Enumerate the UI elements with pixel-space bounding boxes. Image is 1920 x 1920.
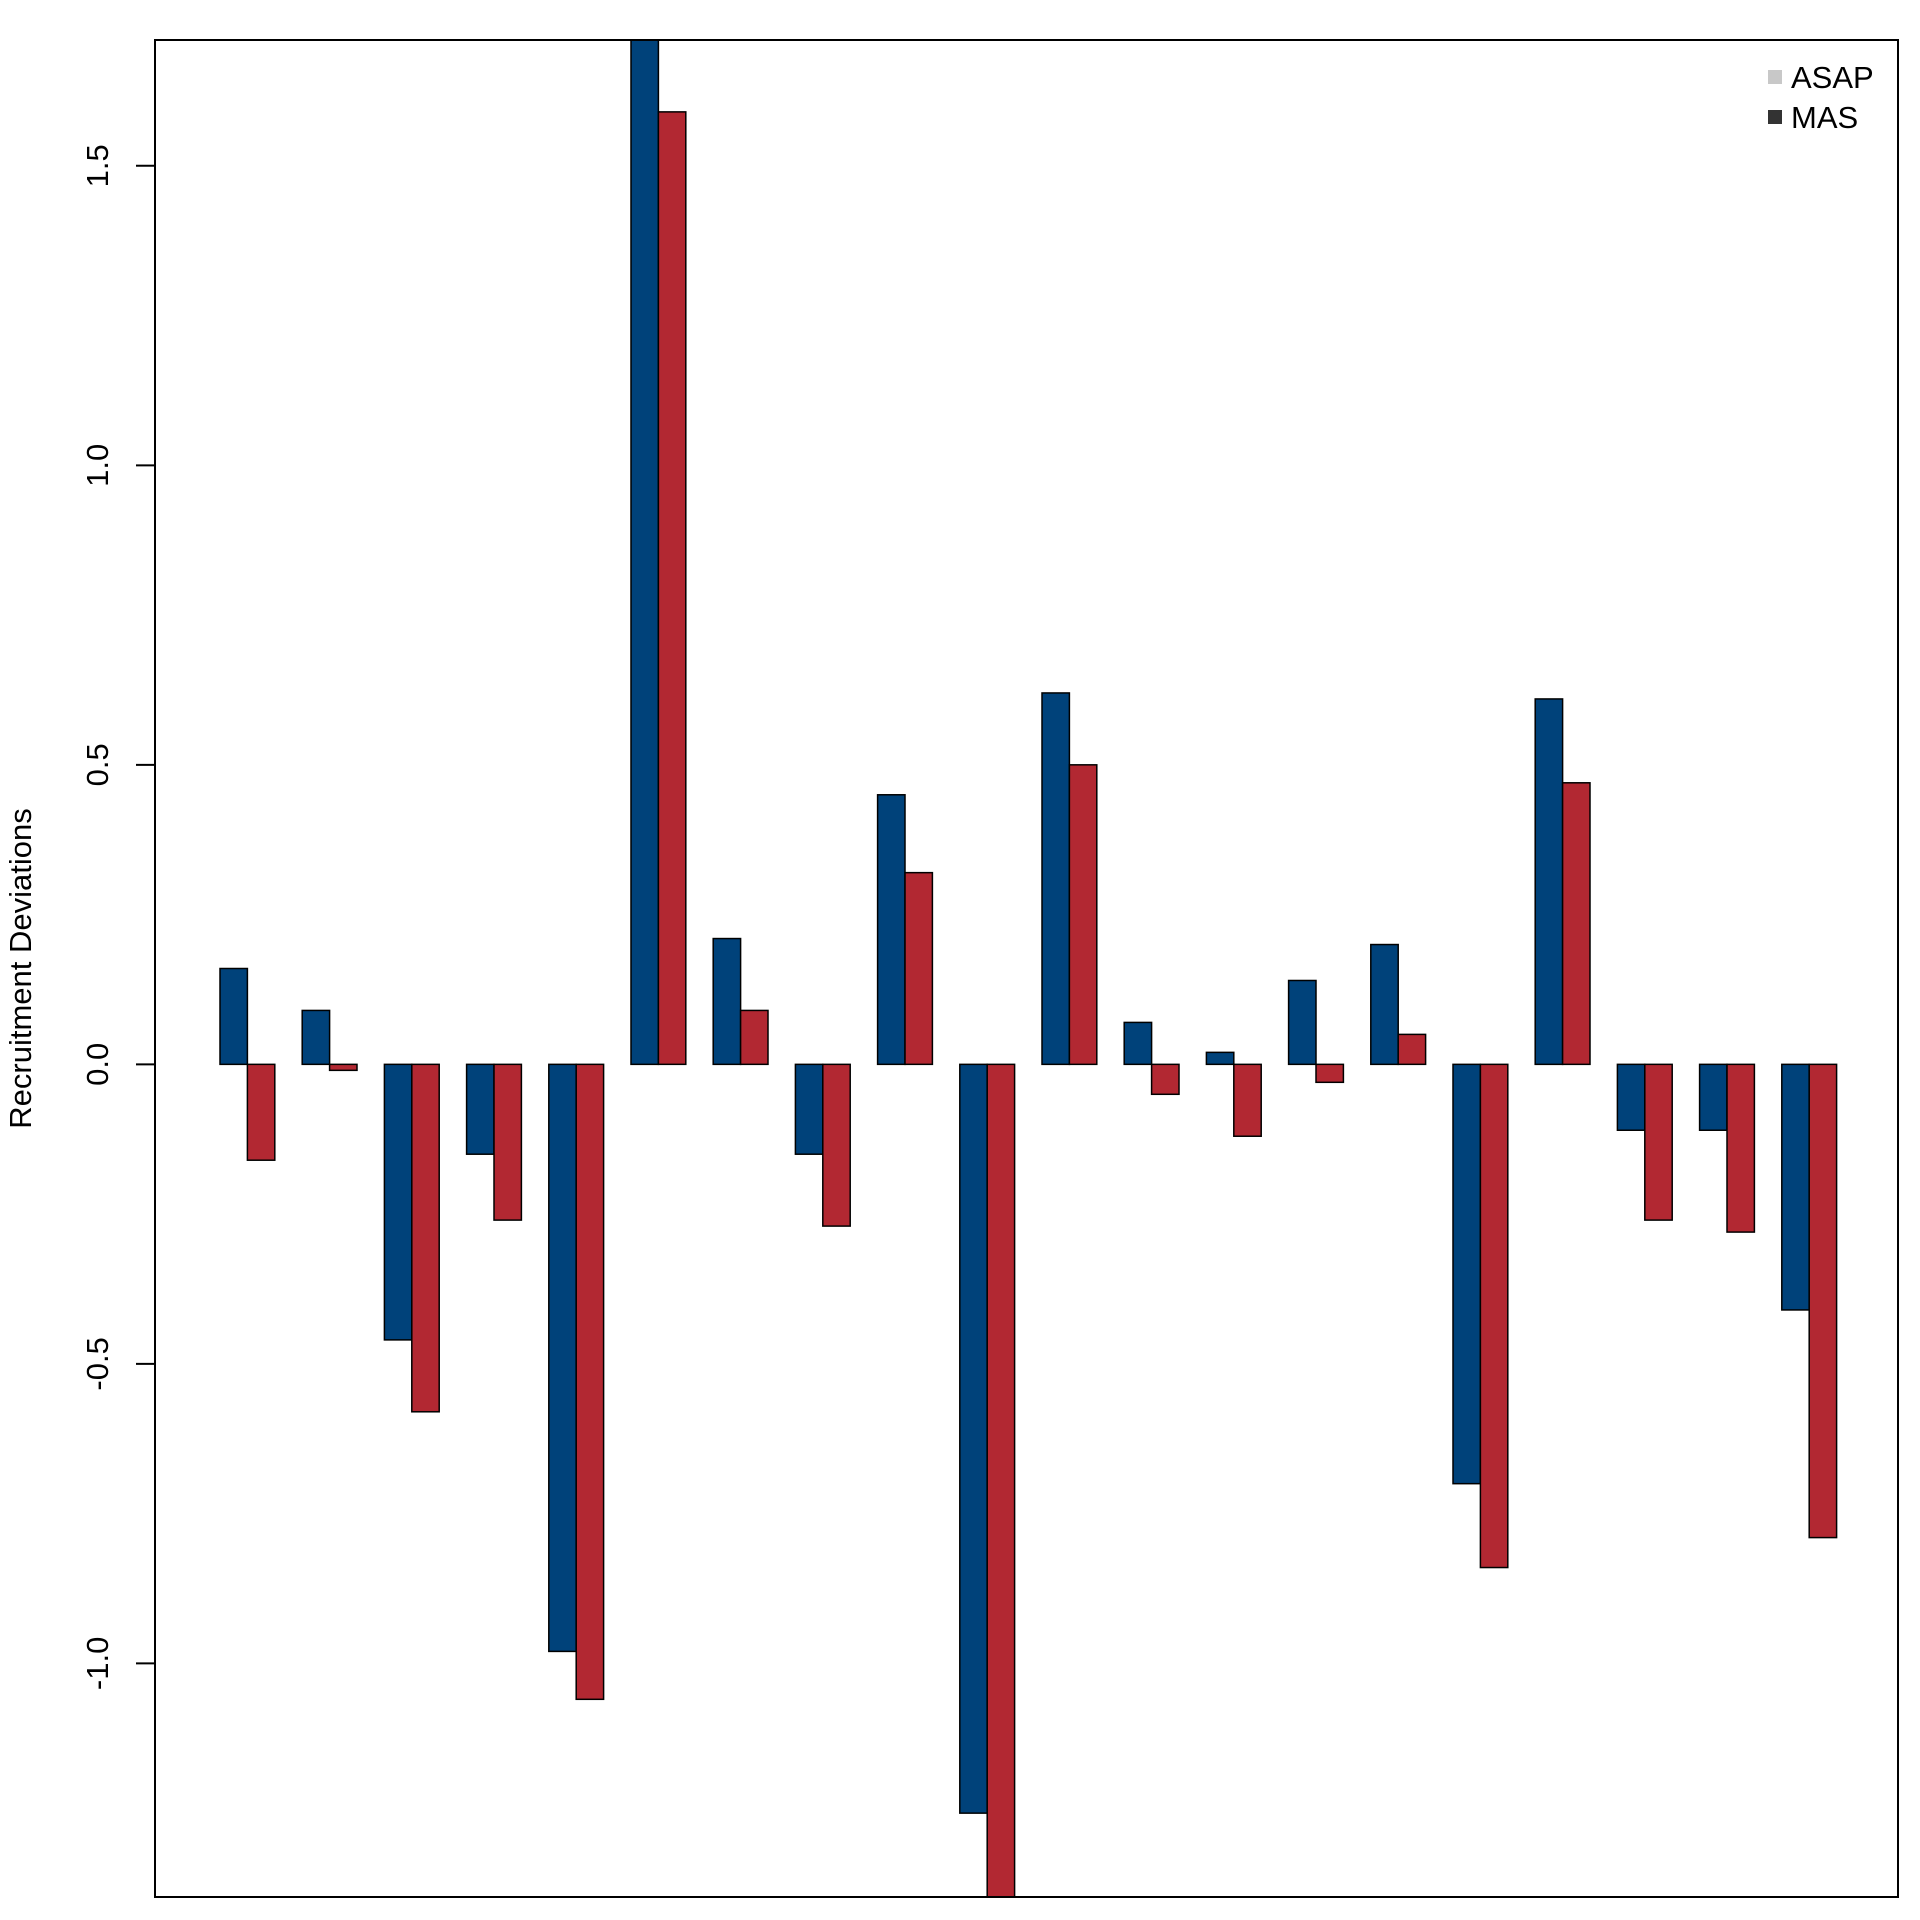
bar-series-2-group-6 (657, 111, 687, 1066)
bar-series-2-group-14 (1315, 1063, 1345, 1084)
bar-series-2-group-3 (411, 1063, 440, 1413)
bar-series-1-group-6 (630, 39, 660, 1066)
bar-series-2-group-12 (1150, 1063, 1180, 1096)
bar-series-1-group-2 (301, 1009, 331, 1066)
bar-series-1-group-10 (959, 1063, 988, 1814)
bar-series-2-group-13 (1233, 1063, 1262, 1137)
y-axis: -1.0 -0.5 0.0 0.5 1.0 1.5 (80, 144, 156, 1690)
bar-series-1-group-5 (548, 1063, 577, 1653)
bar-series-1-group-4 (465, 1063, 495, 1155)
bar-series-1-group-8 (794, 1063, 824, 1155)
bar-series-1-group-15 (1370, 943, 1399, 1066)
y-tick-label: -1.0 (80, 1637, 115, 1690)
bar-series-1-group-9 (876, 794, 906, 1066)
bar-series-2-group-10 (986, 1063, 1016, 1898)
bar-series-1-group-1 (219, 967, 249, 1066)
bar-series-2-group-7 (739, 1009, 769, 1066)
bar-series-1-group-19 (1698, 1063, 1728, 1131)
bar-series-1-group-3 (383, 1063, 413, 1341)
bar-series-1-group-12 (1123, 1021, 1153, 1066)
bar-series-2-group-1 (246, 1063, 276, 1161)
bar-series-2-group-16 (1479, 1063, 1509, 1569)
y-axis-label: Recruitment Deviations (3, 808, 38, 1128)
bar-series-2-group-11 (1068, 764, 1098, 1066)
bar-series-2-group-2 (328, 1063, 358, 1072)
y-tick-label: 1.5 (80, 144, 115, 187)
legend: ASAP MAS (1768, 60, 1874, 135)
bar-series-1-group-11 (1041, 692, 1071, 1066)
bar-series-2-group-15 (1397, 1033, 1427, 1066)
bar-series-2-group-8 (822, 1063, 851, 1227)
bar-series-2-group-5 (575, 1063, 605, 1701)
bar-series-2-group-20 (1808, 1063, 1838, 1539)
bar-series-1-group-14 (1287, 979, 1317, 1066)
bar-series-1-group-16 (1452, 1063, 1482, 1485)
y-tick-label: 1.0 (80, 444, 115, 487)
bars-layer (219, 39, 1838, 1898)
legend-swatch-1 (1768, 70, 1782, 84)
bar-series-2-group-9 (904, 871, 934, 1066)
y-tick-label: -0.5 (80, 1337, 115, 1390)
y-tick-label: 0.5 (80, 743, 115, 786)
bar-series-2-group-19 (1726, 1063, 1756, 1233)
bar-series-1-group-13 (1205, 1051, 1235, 1066)
legend-swatch-2 (1768, 110, 1782, 124)
bar-series-2-group-4 (493, 1063, 523, 1221)
legend-label-2: MAS (1791, 100, 1858, 135)
plot-frame (154, 39, 1899, 1898)
y-tick-label: 0.0 (80, 1043, 115, 1086)
bar-series-1-group-18 (1616, 1063, 1646, 1131)
bar-series-2-group-17 (1561, 782, 1591, 1066)
bar-series-1-group-17 (1534, 698, 1564, 1066)
bar-series-2-group-18 (1644, 1063, 1673, 1221)
bar-series-1-group-20 (1781, 1063, 1810, 1311)
legend-label-1: ASAP (1791, 60, 1874, 95)
bar-series-1-group-7 (712, 937, 742, 1066)
